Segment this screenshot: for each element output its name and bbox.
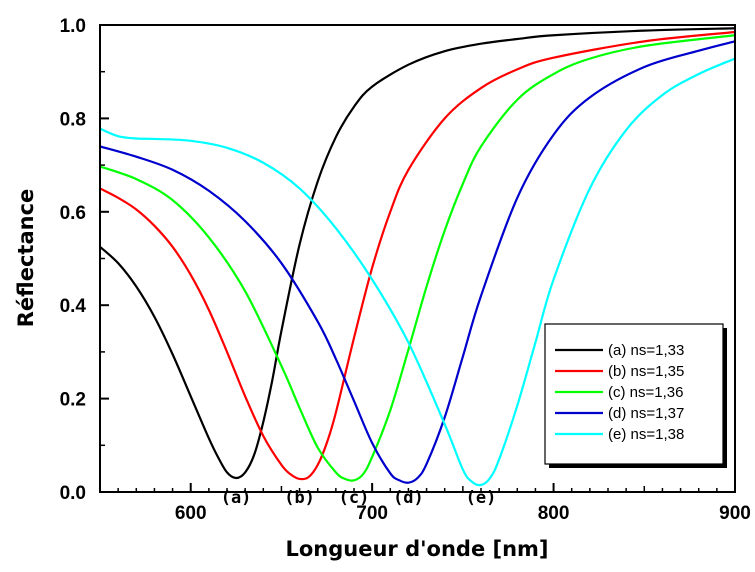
- y-tick-label: 0.4: [60, 296, 87, 317]
- series-line-d: [99, 40, 736, 484]
- y-tick-label: 0.2: [60, 390, 86, 411]
- x-tick-label: 700: [356, 503, 388, 524]
- series-line-a: [99, 27, 736, 480]
- series-lines: [99, 27, 736, 487]
- series-line-c: [99, 34, 736, 482]
- legend-box: [544, 323, 724, 465]
- y-axis-title: Réflectance: [14, 189, 38, 328]
- x-tick-label: 800: [538, 503, 570, 524]
- series-line-e: [99, 57, 736, 487]
- x-axis-title: Longueur d'onde [nm]: [285, 537, 548, 561]
- legend-label: (d) ns=1,37: [608, 405, 684, 422]
- plot-frame: [99, 24, 736, 493]
- legend-label: (b) ns=1,35: [608, 363, 684, 380]
- y-tick-label: 0.8: [60, 109, 86, 130]
- legend: (a) ns=1,33 (b) ns=1,35 (c) ns=1,36 (d) ns=…: [544, 323, 727, 468]
- series-line-b: [99, 30, 736, 481]
- y-tick-label: 0.6: [60, 203, 86, 224]
- x-tick-label: 900: [719, 503, 751, 524]
- y-tick-label: 1.0: [60, 16, 86, 37]
- x-tick-label: 600: [175, 503, 207, 524]
- y-tick-label: 0.0: [60, 483, 86, 504]
- legend-label: (c) ns=1,36: [608, 384, 683, 401]
- legend-label: (a) ns=1,33: [608, 342, 684, 359]
- legend-label: (e) ns=1,38: [608, 426, 684, 443]
